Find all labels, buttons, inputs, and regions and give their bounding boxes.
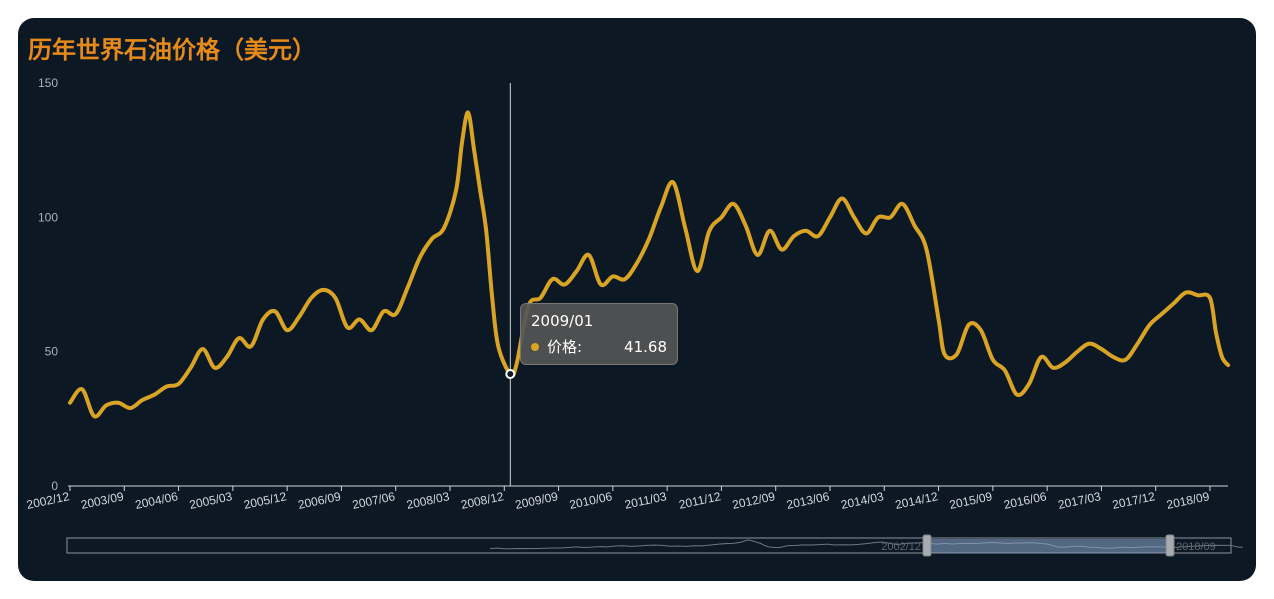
datazoom-slider[interactable]: 2002/12 2018/09 bbox=[66, 534, 1243, 557]
x-tick-label: 2017/03 bbox=[1057, 489, 1103, 512]
axes: 0 50 100 150 2002/12 2003/09 2004/06 2005/03 200… bbox=[25, 76, 1228, 512]
tooltip-date: 2009/01 bbox=[531, 312, 594, 330]
x-tick-label: 2002/12 bbox=[25, 489, 71, 512]
datazoom-end-label: 2018/09 bbox=[1176, 541, 1216, 553]
series-color-dot bbox=[531, 342, 539, 351]
x-tick-label: 2009/09 bbox=[514, 489, 560, 512]
chart-card bbox=[18, 18, 1256, 581]
chart-title: 历年世界石油价格（美元） bbox=[28, 36, 316, 64]
x-tick-label: 2007/06 bbox=[351, 489, 397, 512]
x-tick-label: 2017/12 bbox=[1111, 489, 1157, 512]
series-line-price bbox=[68, 110, 1231, 419]
series-layer bbox=[68, 83, 1231, 486]
x-tick-label: 2011/12 bbox=[678, 489, 723, 512]
x-tick-label: 2005/12 bbox=[242, 489, 288, 512]
x-tick-label: 2010/06 bbox=[568, 489, 614, 512]
x-tick-label: 2015/09 bbox=[948, 489, 994, 512]
highlight-point bbox=[505, 369, 516, 380]
x-tick-label: 2011/03 bbox=[623, 489, 668, 512]
tooltip-value: 41.68 bbox=[624, 337, 667, 356]
x-tick-label: 2014/03 bbox=[840, 489, 886, 512]
x-tick-label: 2008/03 bbox=[405, 489, 451, 512]
x-tick-label: 2005/03 bbox=[188, 489, 234, 512]
tooltip-row: 价格: 41.68 bbox=[531, 336, 667, 357]
x-tick-label: 2014/12 bbox=[894, 489, 940, 512]
datazoom-start-label: 2002/12 bbox=[881, 541, 921, 553]
x-tick-label: 2016/06 bbox=[1002, 489, 1048, 512]
datazoom-selected-window bbox=[927, 539, 1170, 553]
y-tick-label: 100 bbox=[38, 210, 58, 224]
x-tick-label: 2013/06 bbox=[785, 489, 831, 512]
tooltip: 2009/01 价格: 41.68 bbox=[520, 303, 678, 365]
x-tick-label: 2018/09 bbox=[1165, 489, 1211, 512]
x-tick-label: 2004/06 bbox=[134, 489, 180, 512]
y-tick-label: 50 bbox=[45, 345, 59, 359]
datazoom-handle-end[interactable] bbox=[1165, 534, 1175, 557]
x-tick-label: 2008/12 bbox=[460, 489, 506, 512]
x-tick-label: 2003/09 bbox=[80, 489, 126, 512]
x-tick-label: 2012/09 bbox=[731, 489, 777, 512]
x-tick-label: 2006/09 bbox=[297, 489, 343, 512]
y-tick-label: 150 bbox=[38, 76, 58, 90]
datazoom-handle-start[interactable] bbox=[922, 534, 932, 557]
tooltip-label: 价格: bbox=[547, 338, 583, 356]
y-tick-label: 0 bbox=[51, 479, 58, 493]
